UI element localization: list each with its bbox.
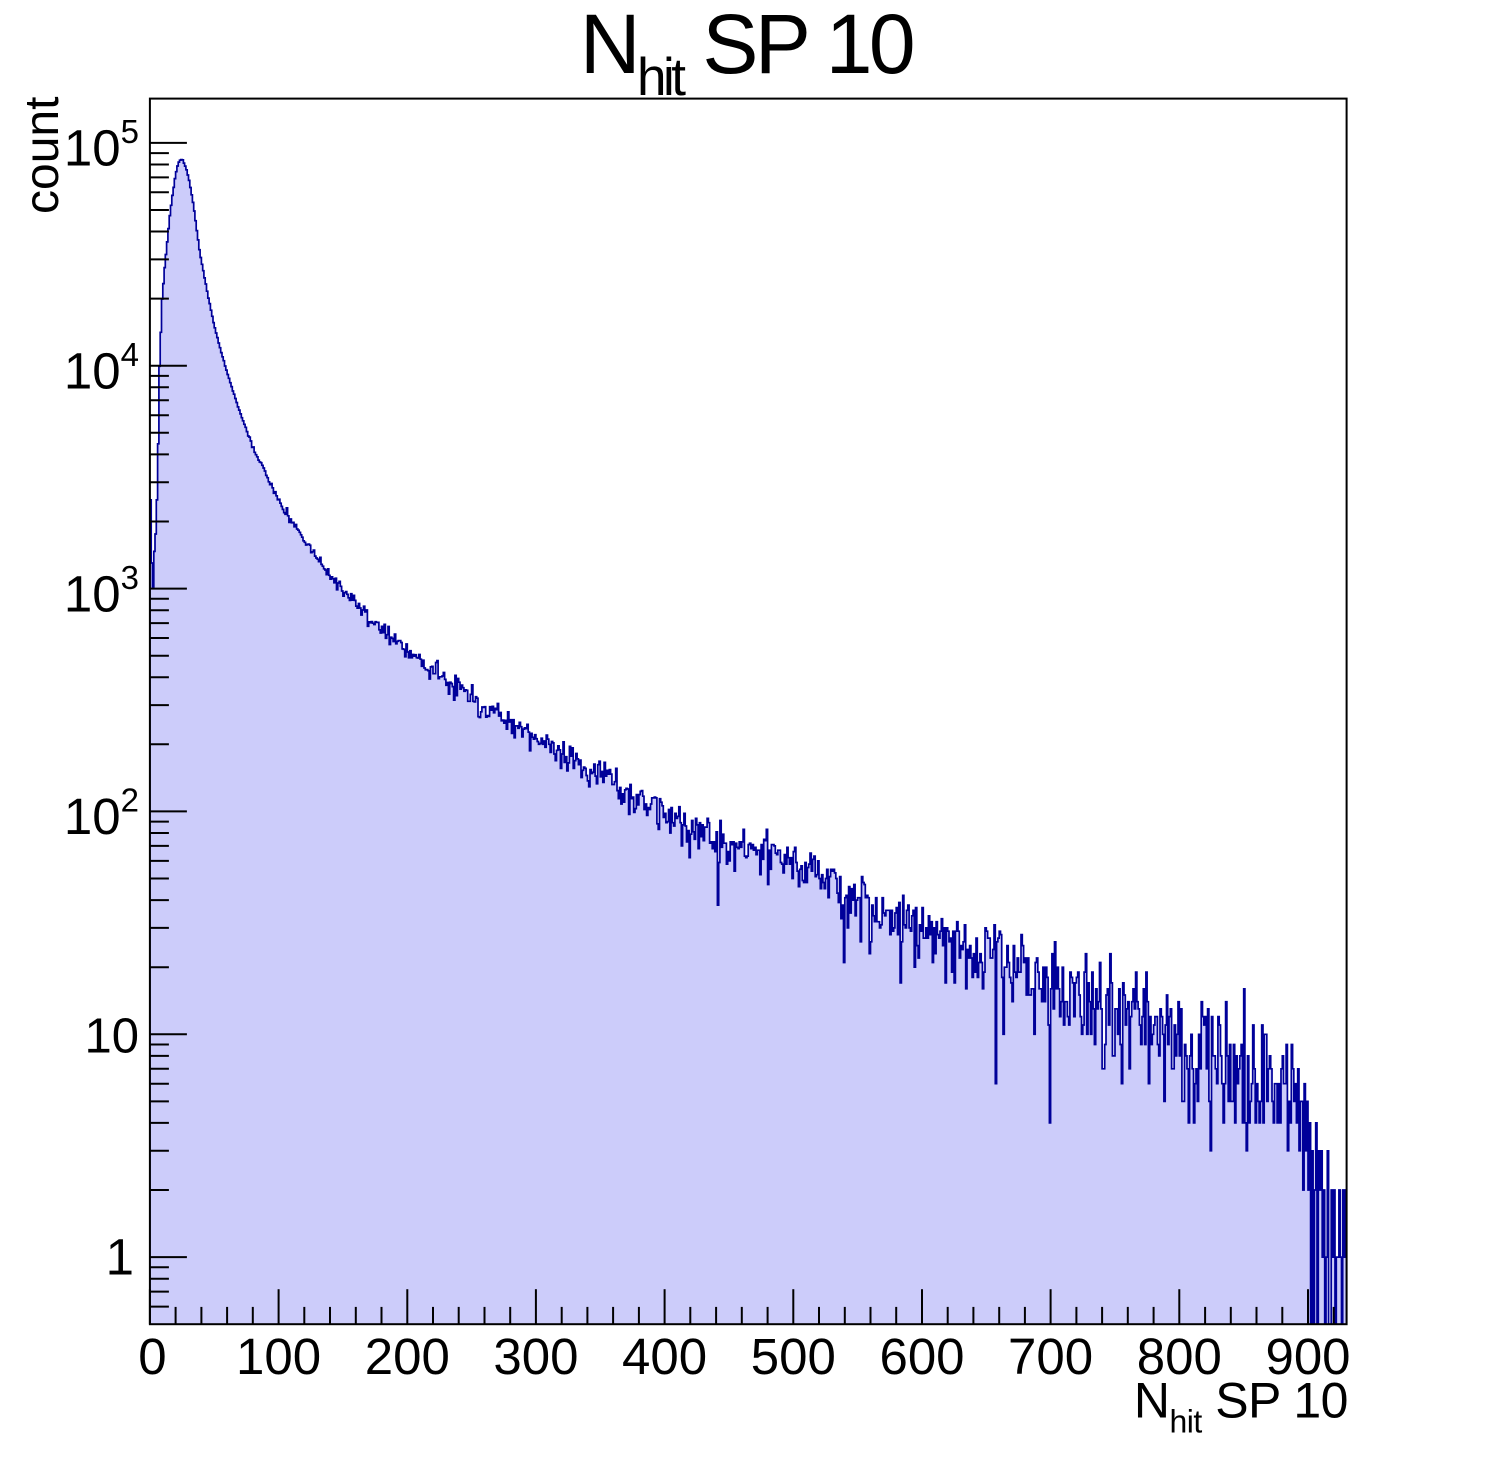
svg-text:10: 10 [84, 1009, 139, 1063]
svg-text:Nhit SP 10: Nhit SP 10 [1134, 1373, 1348, 1440]
svg-text:400: 400 [622, 1328, 707, 1385]
svg-text:100: 100 [236, 1328, 321, 1385]
svg-text:0: 0 [138, 1328, 166, 1385]
svg-text:600: 600 [879, 1328, 964, 1385]
svg-text:800: 800 [1137, 1328, 1222, 1385]
svg-text:Nhit SP 10: Nhit SP 10 [580, 0, 913, 107]
svg-text:900: 900 [1265, 1328, 1350, 1385]
svg-text:200: 200 [365, 1328, 450, 1385]
svg-text:500: 500 [751, 1328, 836, 1385]
svg-text:300: 300 [493, 1328, 578, 1385]
svg-text:700: 700 [1008, 1328, 1093, 1385]
svg-text:1: 1 [106, 1229, 134, 1286]
svg-text:count: count [16, 97, 69, 214]
